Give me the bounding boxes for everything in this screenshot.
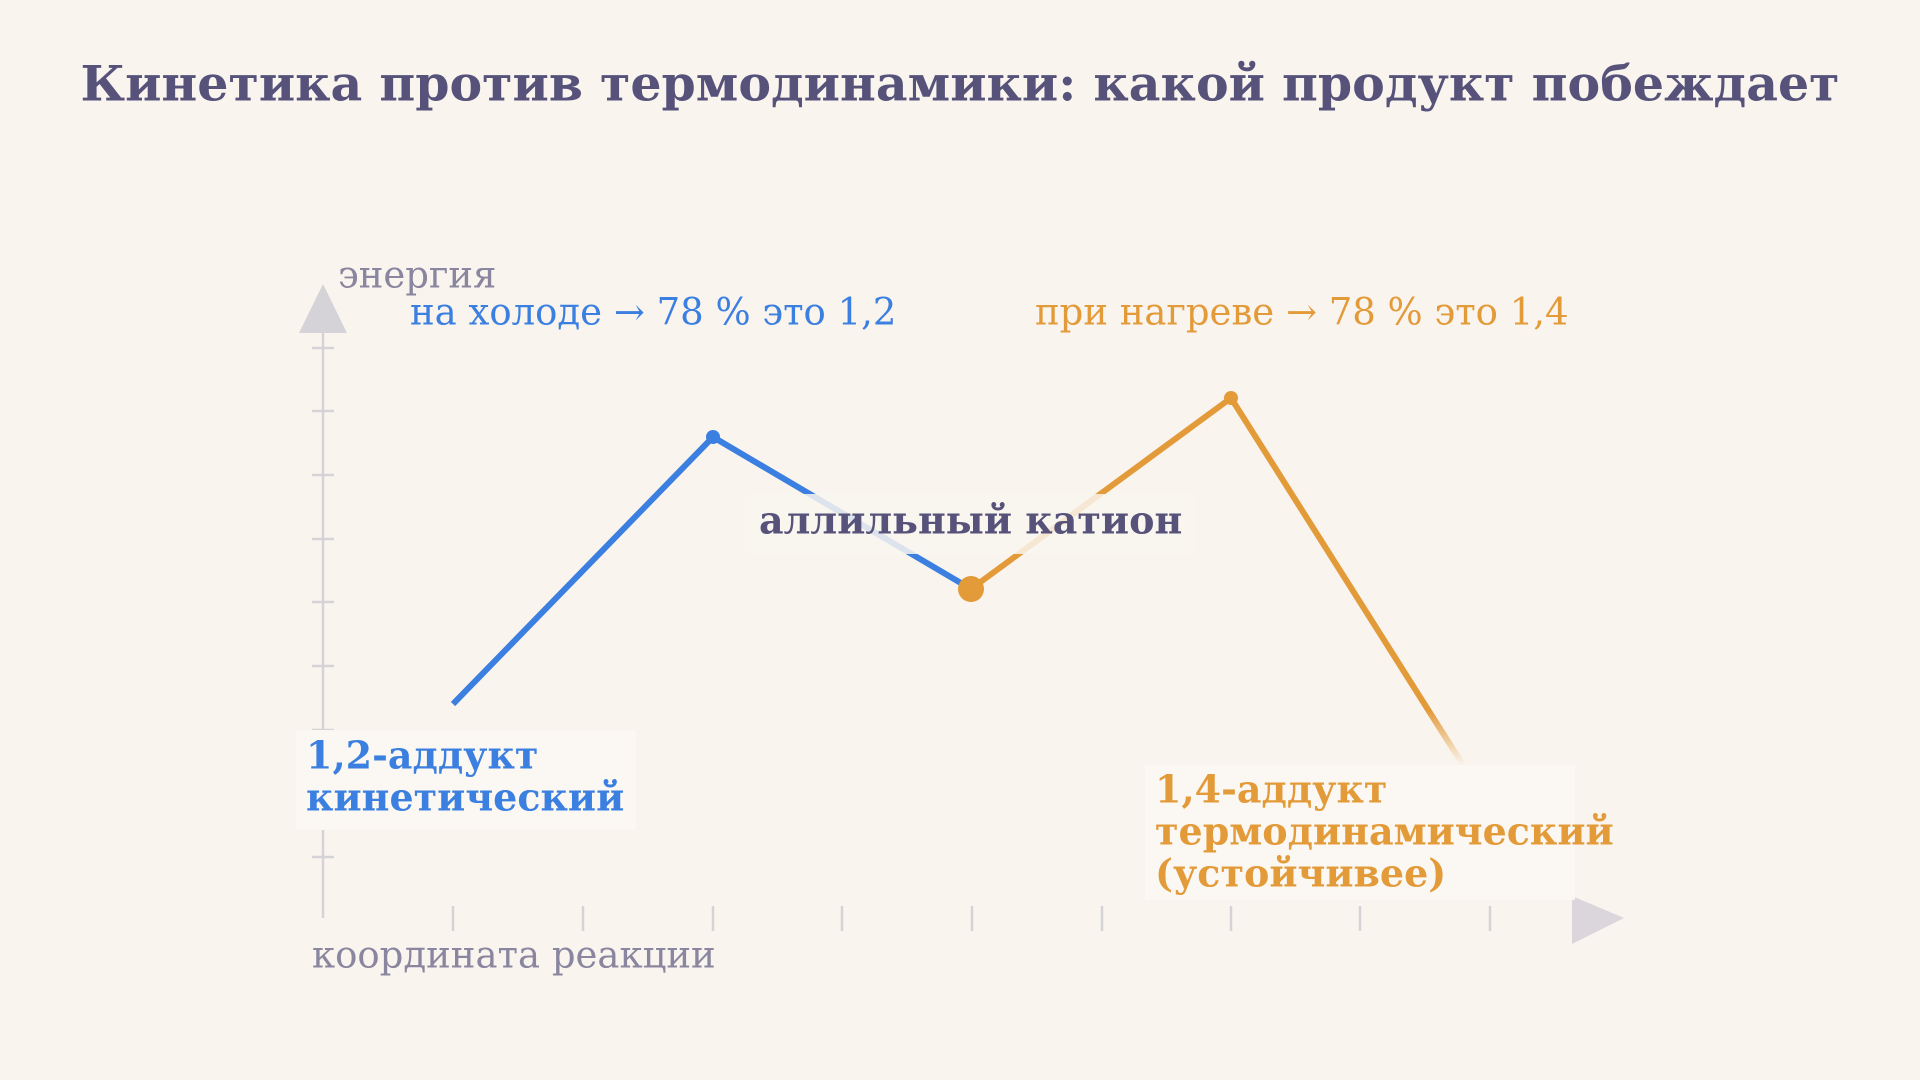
y-axis-label: энергия	[338, 254, 496, 297]
ts-kinetic	[706, 430, 720, 444]
product-label: (устойчивее)	[1155, 851, 1446, 896]
x-axis-label: координата реакции	[312, 934, 716, 977]
intermediate-label: аллильный катион	[759, 498, 1182, 543]
kinetic-path	[450, 434, 973, 707]
label-bg	[1145, 765, 1575, 900]
x-ticks	[451, 906, 1492, 931]
label-bg	[296, 730, 636, 830]
label-bg	[745, 494, 1195, 554]
ts-thermo	[1224, 391, 1238, 405]
product-label: 1,2-аддукт	[306, 733, 538, 778]
product-label: 1,4-аддукт	[1155, 767, 1387, 812]
product-label: кинетический	[306, 775, 624, 820]
x-arrow	[1572, 896, 1624, 944]
intermediate-point	[958, 576, 984, 602]
cold-note: на холоде → 78 % это 1,2	[410, 291, 896, 334]
hot-note: при нагреве → 78 % это 1,4	[1035, 291, 1569, 334]
product-label: термодинамический	[1155, 809, 1614, 854]
y-arrow	[299, 284, 347, 333]
title: Кинетика против термодинамики: какой про…	[81, 55, 1840, 113]
thermo-path	[969, 395, 1466, 767]
